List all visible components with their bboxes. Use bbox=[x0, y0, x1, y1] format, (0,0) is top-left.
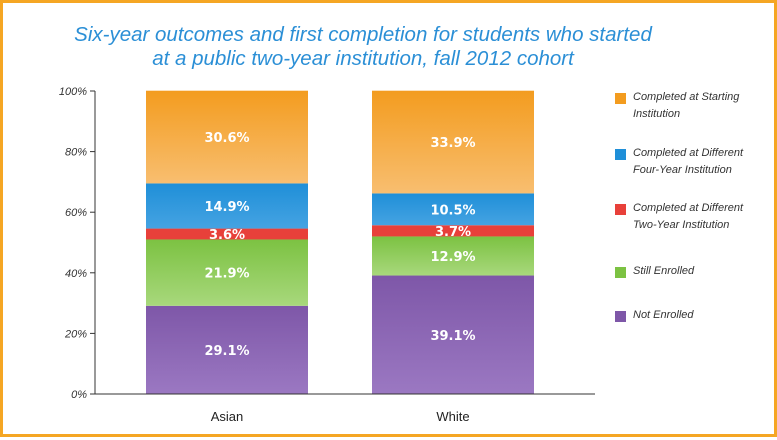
bar-segment-asian-1 bbox=[146, 239, 308, 306]
bars-layer bbox=[146, 90, 534, 394]
legend-label-line-1: Still Enrolled bbox=[633, 265, 695, 277]
x-tick-label: White bbox=[436, 409, 469, 424]
chart-title: Six-year outcomes and first completion f… bbox=[63, 23, 663, 71]
data-label: 30.6% bbox=[204, 131, 249, 146]
legend-swatch bbox=[615, 149, 626, 160]
bar-segment-asian-3 bbox=[146, 183, 308, 229]
legend-label: Completed at Starting Institution bbox=[633, 89, 773, 123]
labels-layer: 29.1% 21.9% 3.6% 14.9% 30.6% Asian 39.1% 12.9% 3… bbox=[204, 131, 475, 424]
legend-label: Completed at Different Two-Year Institut… bbox=[633, 200, 773, 234]
bar-segment-white-3 bbox=[372, 193, 534, 226]
x-tick-label: Asian bbox=[211, 409, 244, 424]
data-label: 39.1% bbox=[430, 329, 475, 344]
y-tick-label: 20% bbox=[64, 328, 87, 340]
axis-layer: 0% 20% 40% 60% 80% 100% bbox=[59, 86, 595, 401]
legend-label-line-1: Completed at Starting bbox=[633, 91, 740, 103]
legend-label-line-1: Not Enrolled bbox=[633, 309, 694, 321]
bar-segment-white-2 bbox=[372, 225, 534, 237]
legend-label-line-2: Institution bbox=[633, 108, 681, 120]
legend-label: Completed at Different Four-Year Institu… bbox=[633, 145, 773, 179]
legend-label-line-2: Four-Year Institution bbox=[633, 164, 732, 176]
y-tick-label: 60% bbox=[65, 207, 87, 219]
legend-label-line-1: Completed at Different bbox=[633, 147, 744, 159]
legend-label: Not Enrolled bbox=[633, 307, 773, 324]
legend-swatch bbox=[615, 204, 626, 215]
y-tick-label: 40% bbox=[65, 268, 87, 280]
legend-swatch bbox=[615, 311, 626, 322]
data-label: 33.9% bbox=[430, 136, 475, 151]
legend-swatch bbox=[615, 93, 626, 104]
stacked-bar-chart: 0% 20% 40% 60% 80% 100% 29.1% 21.9% 3.6% 14.9% 30… bbox=[59, 86, 595, 424]
y-tick-label: 100% bbox=[59, 86, 87, 98]
bar-segment-white-1 bbox=[372, 236, 534, 276]
legend-label-line-2: Two-Year Institution bbox=[633, 219, 730, 231]
data-label: 21.9% bbox=[204, 267, 249, 282]
chart-title-line-2: at a public two-year institution, fall 2… bbox=[152, 47, 574, 70]
data-label: 14.9% bbox=[204, 200, 249, 215]
chart-title-line-1: Six-year outcomes and first completion f… bbox=[74, 23, 652, 46]
legend-label-line-1: Completed at Different bbox=[633, 202, 744, 214]
legend-label: Still Enrolled bbox=[633, 263, 773, 280]
bar-segment-asian-2 bbox=[146, 228, 308, 240]
bar-segment-white-0 bbox=[372, 275, 534, 394]
bar-segment-asian-0 bbox=[146, 305, 308, 394]
bar-segment-white-4 bbox=[372, 90, 534, 194]
y-tick-label: 0% bbox=[71, 389, 87, 401]
legend-swatch bbox=[615, 267, 626, 278]
bar-segment-asian-4 bbox=[146, 90, 308, 184]
data-label: 29.1% bbox=[204, 344, 249, 359]
data-label: 3.6% bbox=[209, 228, 245, 243]
data-label: 3.7% bbox=[435, 225, 471, 240]
data-label: 12.9% bbox=[430, 250, 475, 265]
data-label: 10.5% bbox=[430, 203, 475, 218]
y-tick-label: 80% bbox=[65, 147, 87, 159]
